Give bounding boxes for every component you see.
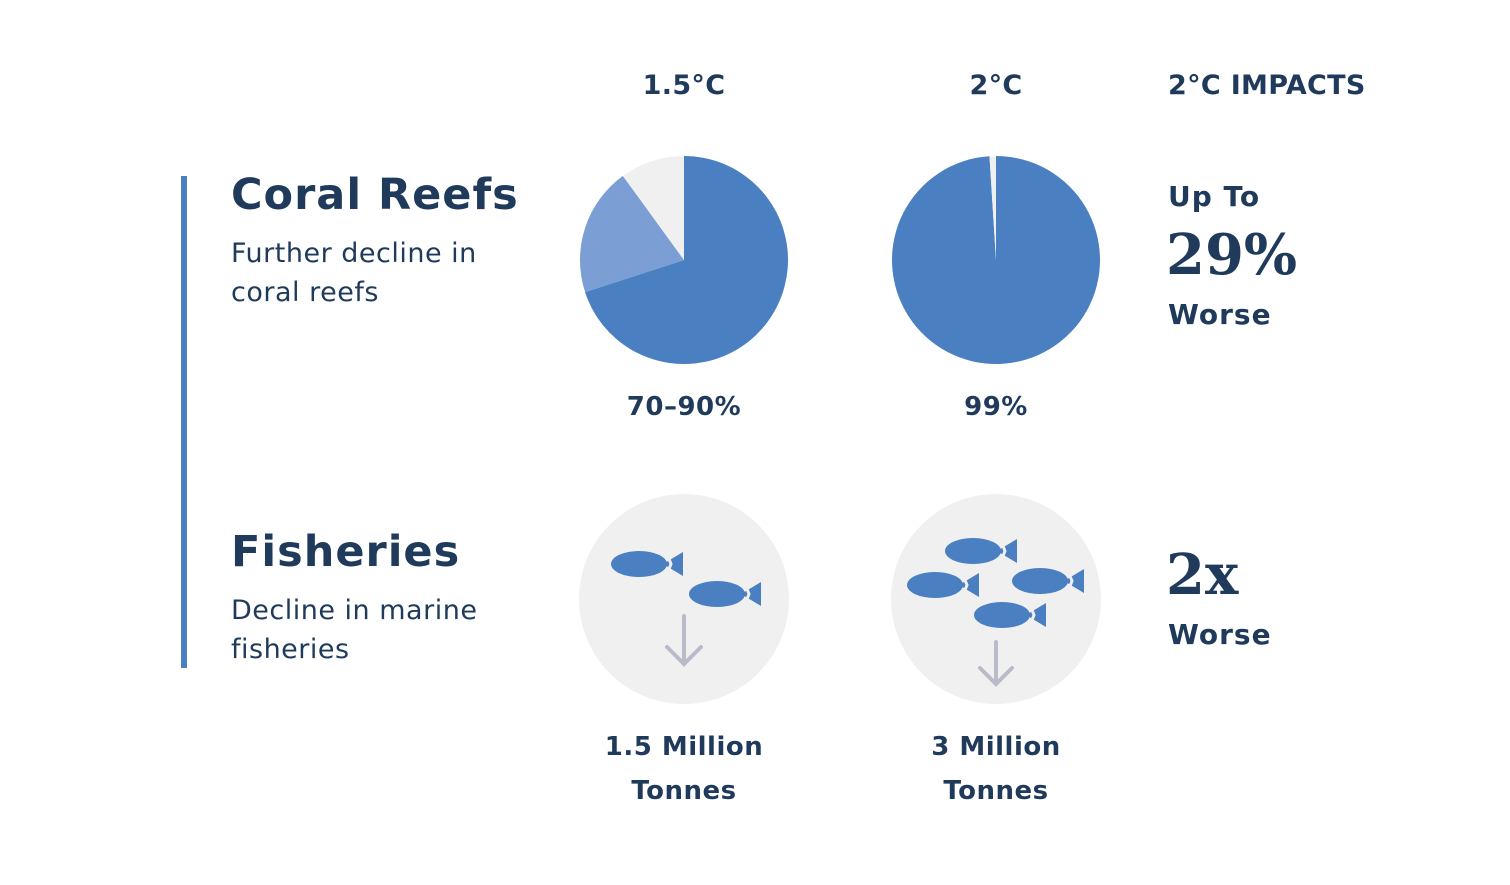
- fisheries-impact-value: 2x: [1166, 542, 1239, 608]
- coral-impact-value: 29%: [1166, 222, 1298, 288]
- coral-reefs-title: Coral Reefs: [231, 170, 519, 220]
- fisheries-desc-line-1: Decline in marine: [231, 595, 478, 626]
- pie-slice-remainder: [622, 156, 684, 260]
- fish-icon: [1012, 568, 1084, 594]
- fisheries-1-5c-circle: [579, 494, 789, 704]
- coral-pie-2c-label: 99%: [964, 392, 1028, 422]
- fisheries-2c-label-line-1: 3 Million: [931, 732, 1061, 762]
- pie-slice-low-estimate: [585, 156, 788, 364]
- fisheries-1-5c-label: 1.5 Million Tonnes: [564, 725, 804, 813]
- pie-slice-range: [580, 175, 684, 293]
- fisheries-title: Fisheries: [231, 527, 461, 577]
- coral-pie-1-5c: [580, 156, 788, 364]
- fisheries-impact-suffix: Worse: [1168, 618, 1272, 651]
- fish-icon: [907, 572, 979, 598]
- coral-pie-1-5c-label: 70–90%: [626, 392, 742, 422]
- column-header-1-5c: 1.5°C: [642, 70, 726, 101]
- fish-icon: [945, 538, 1017, 564]
- coral-desc-line-1: Further decline in: [231, 238, 477, 269]
- fisheries-1-5c-label-line-2: Tonnes: [631, 776, 737, 806]
- fish-icon: [974, 602, 1046, 628]
- coral-desc-line-2: coral reefs: [231, 277, 379, 308]
- fish-icon: [689, 581, 761, 607]
- fisheries-description: Decline in marine fisheries: [231, 591, 561, 669]
- fisheries-2c-label: 3 Million Tonnes: [876, 725, 1116, 813]
- fisheries-desc-line-2: fisheries: [231, 634, 350, 665]
- fisheries-1-5c-label-line-1: 1.5 Million: [604, 732, 764, 762]
- fisheries-2c-circle: [891, 494, 1101, 704]
- coral-impact-prefix: Up To: [1168, 180, 1261, 213]
- fisheries-2c-graphic: [891, 494, 1101, 704]
- coral-impact-suffix: Worse: [1168, 298, 1272, 331]
- fisheries-2c-label-line-2: Tonnes: [943, 776, 1049, 806]
- fisheries-1-5c-graphic: [579, 494, 789, 704]
- column-header-2c-impacts: 2°C IMPACTS: [1168, 70, 1366, 101]
- fish-icon: [611, 551, 683, 577]
- down-arrow-icon: [665, 614, 703, 667]
- column-header-2c: 2°C: [969, 70, 1023, 101]
- accent-divider-bar: [181, 176, 187, 668]
- coral-pie-2c: [892, 156, 1100, 364]
- down-arrow-icon: [978, 640, 1014, 687]
- coral-reefs-description: Further decline in coral reefs: [231, 234, 561, 312]
- pie-slice-remainder: [989, 156, 996, 260]
